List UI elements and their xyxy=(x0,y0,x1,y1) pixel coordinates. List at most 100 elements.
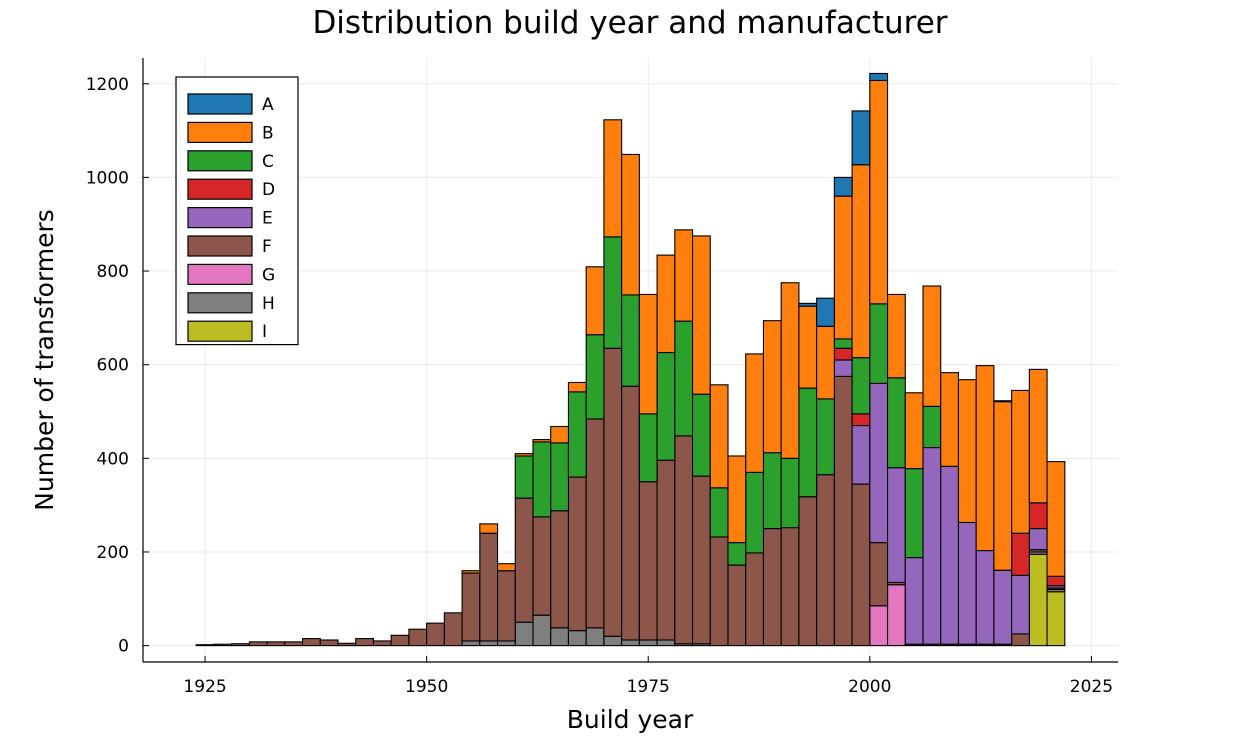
bar-B-1989 xyxy=(762,320,782,454)
bar-A-2001 xyxy=(869,72,889,82)
bar-F-1991 xyxy=(780,527,800,647)
x-tick-label: 1975 xyxy=(627,677,670,697)
bar-F-1969 xyxy=(585,418,605,629)
bar-C-1989 xyxy=(762,452,782,530)
bar-B-1983 xyxy=(709,384,729,489)
bar-B-2001 xyxy=(869,79,889,305)
bar-H-1971 xyxy=(603,635,623,647)
legend-label: D xyxy=(262,180,275,200)
x-tick-label: 1925 xyxy=(183,677,226,697)
bar-C-1971 xyxy=(603,236,623,349)
bar-F-1965 xyxy=(550,510,570,629)
bar-F-1929 xyxy=(231,643,250,647)
bar-C-1987 xyxy=(745,471,765,554)
bar-E-1999 xyxy=(851,425,871,485)
bar-B-1997 xyxy=(833,195,853,340)
bar-B-1985 xyxy=(727,455,747,544)
bar-C-1973 xyxy=(621,294,640,387)
bar-D-2017 xyxy=(1011,532,1030,576)
bar-D-2019 xyxy=(1028,502,1048,530)
x-axis-label: Build year xyxy=(567,705,694,734)
bar-F-1983 xyxy=(709,536,729,647)
legend-item-G: G xyxy=(187,263,275,285)
legend-item-D: D xyxy=(187,178,275,200)
bar-H-1957 xyxy=(479,640,499,647)
bar-F-1979 xyxy=(674,435,694,645)
bar-F-1963 xyxy=(532,516,552,616)
bar-F-1943 xyxy=(355,638,375,647)
bar-F-1981 xyxy=(691,475,711,645)
bar-E-2003 xyxy=(886,467,906,583)
bar-C-1983 xyxy=(709,487,729,538)
bar-C-1999 xyxy=(851,357,871,415)
bar-F-1993 xyxy=(798,496,818,647)
series-H xyxy=(461,551,1066,647)
bar-F-1951 xyxy=(426,622,445,647)
legend-swatch xyxy=(187,263,253,285)
axes xyxy=(142,58,1118,663)
legend-label: I xyxy=(262,322,267,342)
legend-label: C xyxy=(262,152,274,172)
bar-F-2001 xyxy=(869,542,889,607)
bar-E-2015 xyxy=(993,569,1013,645)
bar-B-2017 xyxy=(1011,389,1030,534)
legend-swatch xyxy=(187,207,253,229)
bar-B-2009 xyxy=(940,372,960,467)
bar-C-1965 xyxy=(550,442,570,512)
bar-C-2005 xyxy=(904,468,924,559)
legend-swatch xyxy=(187,150,253,172)
bar-B-2015 xyxy=(993,401,1013,571)
bar-H-1969 xyxy=(585,627,605,647)
series-A xyxy=(798,72,1013,403)
y-tick-label: 600 xyxy=(97,356,129,376)
bar-E-2019 xyxy=(1028,528,1048,551)
bar-F-1925 xyxy=(195,644,215,647)
y-tick-label: 1000 xyxy=(86,168,129,188)
bar-B-1977 xyxy=(656,254,676,354)
bar-G-2001 xyxy=(869,605,889,647)
bar-B-1967 xyxy=(567,381,587,393)
legend-item-F: F xyxy=(187,235,272,257)
bar-H-1973 xyxy=(621,639,640,647)
series-G xyxy=(869,584,906,647)
bar-F-1953 xyxy=(443,612,463,647)
legend-label: G xyxy=(262,265,275,285)
bar-H-1963 xyxy=(532,614,552,647)
y-tick-label: 200 xyxy=(97,543,129,563)
bar-F-1999 xyxy=(851,483,871,647)
bar-H-1955 xyxy=(461,640,481,647)
series-B xyxy=(461,79,1066,577)
bar-F-1989 xyxy=(762,528,782,647)
chart-title: Distribution build year and manufacturer xyxy=(312,5,947,41)
bar-B-2021 xyxy=(1046,461,1066,577)
bar-B-2003 xyxy=(886,293,906,379)
bar-F-1931 xyxy=(248,641,268,647)
bar-F-1985 xyxy=(727,564,747,647)
bar-A-1999 xyxy=(851,110,871,166)
legend-swatch xyxy=(187,178,253,200)
bar-C-1977 xyxy=(656,351,676,461)
bar-B-2007 xyxy=(922,285,942,407)
legend-item-B: B xyxy=(187,121,274,143)
bar-B-1971 xyxy=(603,119,623,238)
legend-item-I: I xyxy=(187,320,267,342)
bar-F-1973 xyxy=(621,385,640,641)
bar-C-1997 xyxy=(833,338,853,349)
x-ticks: 1925 1950 1975 2000 2025 xyxy=(183,656,1113,697)
y-tick-label: 400 xyxy=(97,449,129,469)
bar-C-1961 xyxy=(514,455,534,499)
bar-E-2017 xyxy=(1011,574,1030,635)
bar-E-2013 xyxy=(975,550,995,645)
legend-label: H xyxy=(262,294,275,314)
bar-C-1985 xyxy=(727,542,747,566)
bar-H-1975 xyxy=(638,639,658,647)
bar-B-1963 xyxy=(532,439,552,443)
bar-F-1987 xyxy=(745,552,765,647)
legend-label: E xyxy=(262,209,273,229)
bar-C-1969 xyxy=(585,334,605,420)
bar-F-1959 xyxy=(496,570,516,642)
bar-B-2013 xyxy=(975,365,995,552)
legend-item-A: A xyxy=(187,93,274,115)
bar-H-1961 xyxy=(514,621,534,647)
bar-F-1975 xyxy=(638,481,658,641)
